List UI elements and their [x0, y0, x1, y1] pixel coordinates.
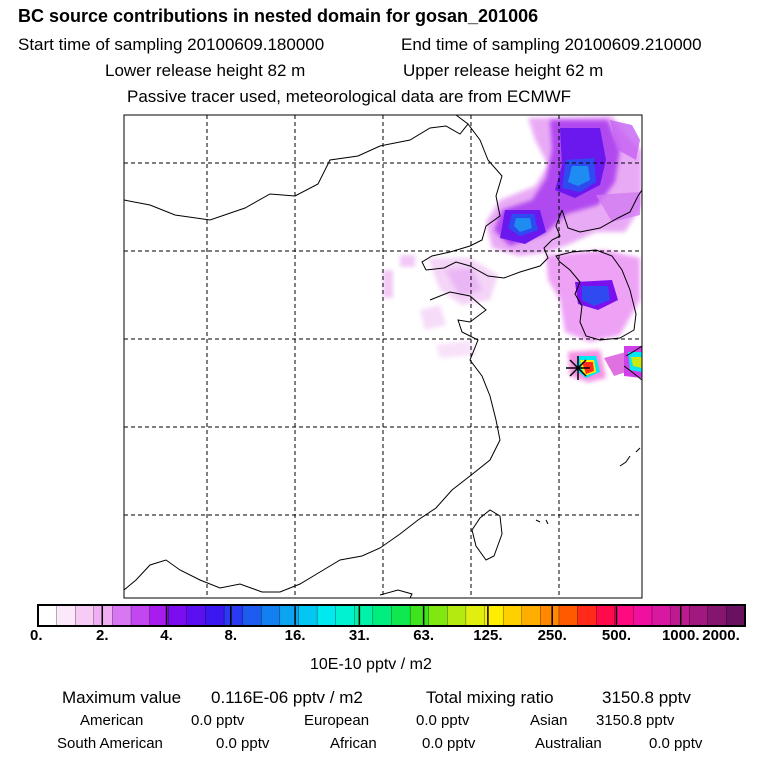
colorbar-cell [614, 604, 635, 627]
lat-lon-grid [124, 115, 642, 598]
region-name: Asian [530, 712, 568, 729]
upper-release-height: Upper release height 62 m [403, 61, 604, 80]
colorbar-cell [37, 604, 58, 627]
map-frame [123, 114, 643, 599]
colorbar-cell [93, 604, 114, 627]
region-name: South American [57, 735, 163, 752]
colorbar-cell [261, 604, 281, 627]
max-value-label: Maximum value [62, 688, 182, 707]
lower-release-height: Lower release height 82 m [105, 61, 306, 80]
colorbar-cell [689, 604, 709, 627]
region-name: Australian [535, 735, 602, 752]
colorbar-cell [223, 604, 244, 627]
colorbar-label: 500. [601, 627, 632, 644]
concentration-field [383, 116, 642, 382]
colorbar-unit: 10E-10 pptv / m2 [310, 656, 432, 673]
region-value: 0.0 pptv [191, 712, 245, 729]
colorbar-cell [502, 604, 523, 627]
colorbar-cell [335, 604, 355, 627]
colorbar-cell [298, 604, 318, 627]
colorbar-cell [521, 604, 541, 627]
region-value: 0.0 pptv [422, 735, 476, 752]
colorbar-ticks [101, 605, 682, 626]
region-name: American [80, 712, 144, 729]
colorbar-cell [391, 604, 411, 627]
colorbar-label: 2000. [702, 627, 740, 644]
colorbar-cell [75, 604, 95, 627]
map-area [124, 115, 642, 598]
receptor-marker [566, 356, 590, 380]
colorbar-cell [409, 604, 430, 627]
map-title: BC source contributions in nested domain… [18, 6, 539, 26]
colorbar-cell [242, 604, 262, 627]
colorbar-label: 125. [473, 627, 503, 644]
colorbar-cell [56, 604, 76, 627]
colorbar-cell [205, 604, 225, 627]
colorbar-cell [633, 604, 653, 627]
colorbar-label: 1000. [661, 627, 700, 644]
colorbar-cell [540, 604, 560, 627]
colorbar-cell [168, 604, 188, 627]
region-value: 0.0 pptv [216, 735, 270, 752]
colorbar-label: 8. [224, 627, 238, 644]
colorbar-label: 31. [348, 627, 370, 644]
colorbar [37, 604, 746, 627]
region-value: 0.0 pptv [649, 735, 703, 752]
colorbar-cell [651, 604, 672, 627]
colorbar-cell [372, 604, 393, 627]
colorbar-cell [112, 604, 132, 627]
max-value: 0.116E-06 pptv / m2 [211, 688, 363, 707]
total-mixing-label: Total mixing ratio [426, 688, 554, 707]
colorbar-cell [428, 604, 448, 627]
colorbar-cell [558, 604, 579, 627]
region-name: African [330, 735, 377, 752]
colorbar-frame [37, 604, 746, 627]
colorbar-cell [707, 604, 728, 627]
colorbar-cell [186, 604, 207, 627]
colorbar-cell [465, 604, 486, 627]
colorbar-label: 250. [537, 627, 567, 644]
colorbar-label: 4. [160, 627, 173, 644]
colorbar-cell [726, 604, 746, 627]
end-time: End time of sampling 20100609.210000 [401, 35, 702, 54]
colorbar-label: 16. [284, 627, 306, 644]
colorbar-cell [279, 604, 300, 627]
colorbar-cell [447, 604, 467, 627]
total-mixing-value: 3150.8 pptv [602, 688, 691, 707]
colorbar-cell [577, 604, 597, 627]
tracer-note: Passive tracer used, meteorological data… [127, 87, 572, 106]
colorbar-cell [316, 604, 337, 627]
colorbar-label: 0. [30, 627, 43, 644]
colorbar-label: 63. [413, 627, 435, 644]
start-time: Start time of sampling 20100609.180000 [18, 35, 325, 54]
colorbar-cell [596, 604, 616, 627]
colorbar-label: 2. [96, 627, 109, 644]
colorbar-cell [130, 604, 151, 627]
region-value: 0.0 pptv [416, 712, 470, 729]
region-value: 3150.8 pptv [596, 712, 675, 729]
region-name: European [304, 712, 370, 729]
colorbar-cell [354, 604, 374, 627]
